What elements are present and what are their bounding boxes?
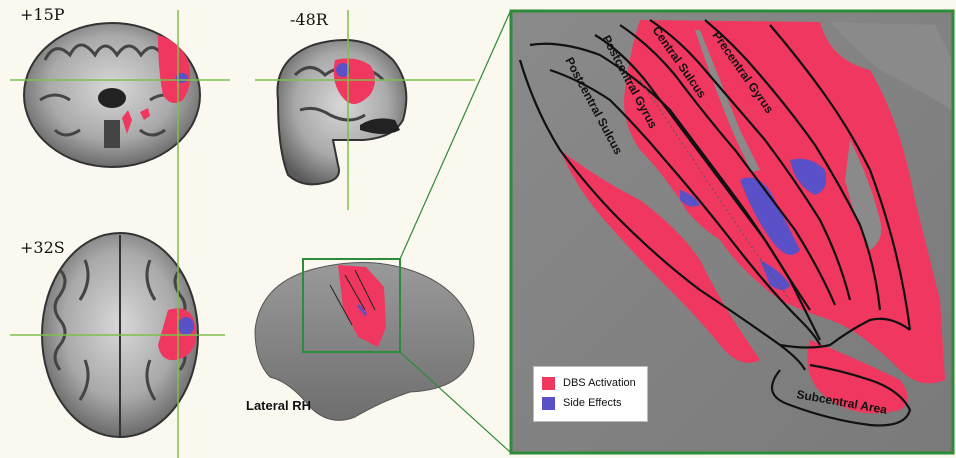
coronal-label: +15P xyxy=(20,5,65,24)
zoom-side-effect-1 xyxy=(740,177,800,255)
crosshair-lines xyxy=(10,10,475,458)
sagittal-slice xyxy=(276,39,408,186)
sagittal-side-effect xyxy=(336,63,350,77)
zoom-activation-main xyxy=(624,20,945,384)
legend-item-side-effects: Side Effects xyxy=(542,393,639,413)
legend: DBS Activation Side Effects xyxy=(533,366,648,422)
zoom-region-box xyxy=(302,258,401,353)
surface-activation xyxy=(338,265,386,347)
legend-swatch-side-effects xyxy=(542,396,555,410)
legend-swatch-dbs xyxy=(542,376,555,390)
connector-top xyxy=(399,11,511,260)
sagittal-label: -48R xyxy=(290,10,328,29)
inflated-surface xyxy=(254,262,475,421)
axial-side-effect xyxy=(178,317,194,335)
zoom-panel: Postcentral Sulcus Postcentral Gyrus Cen… xyxy=(512,12,952,452)
zoom-outlines xyxy=(518,19,912,427)
connector-bottom xyxy=(399,351,511,453)
legend-label-side-effects: Side Effects xyxy=(563,397,622,409)
lateral-rh-label: Lateral RH xyxy=(246,398,312,413)
zoom-frame xyxy=(509,9,955,455)
zoom-side-effect-2 xyxy=(790,158,827,195)
legend-label-dbs: DBS Activation xyxy=(563,377,636,389)
coronal-activation xyxy=(158,35,191,104)
legend-item-dbs: DBS Activation xyxy=(542,373,639,393)
coronal-slice xyxy=(23,22,201,168)
axial-label: +32S xyxy=(20,238,65,257)
